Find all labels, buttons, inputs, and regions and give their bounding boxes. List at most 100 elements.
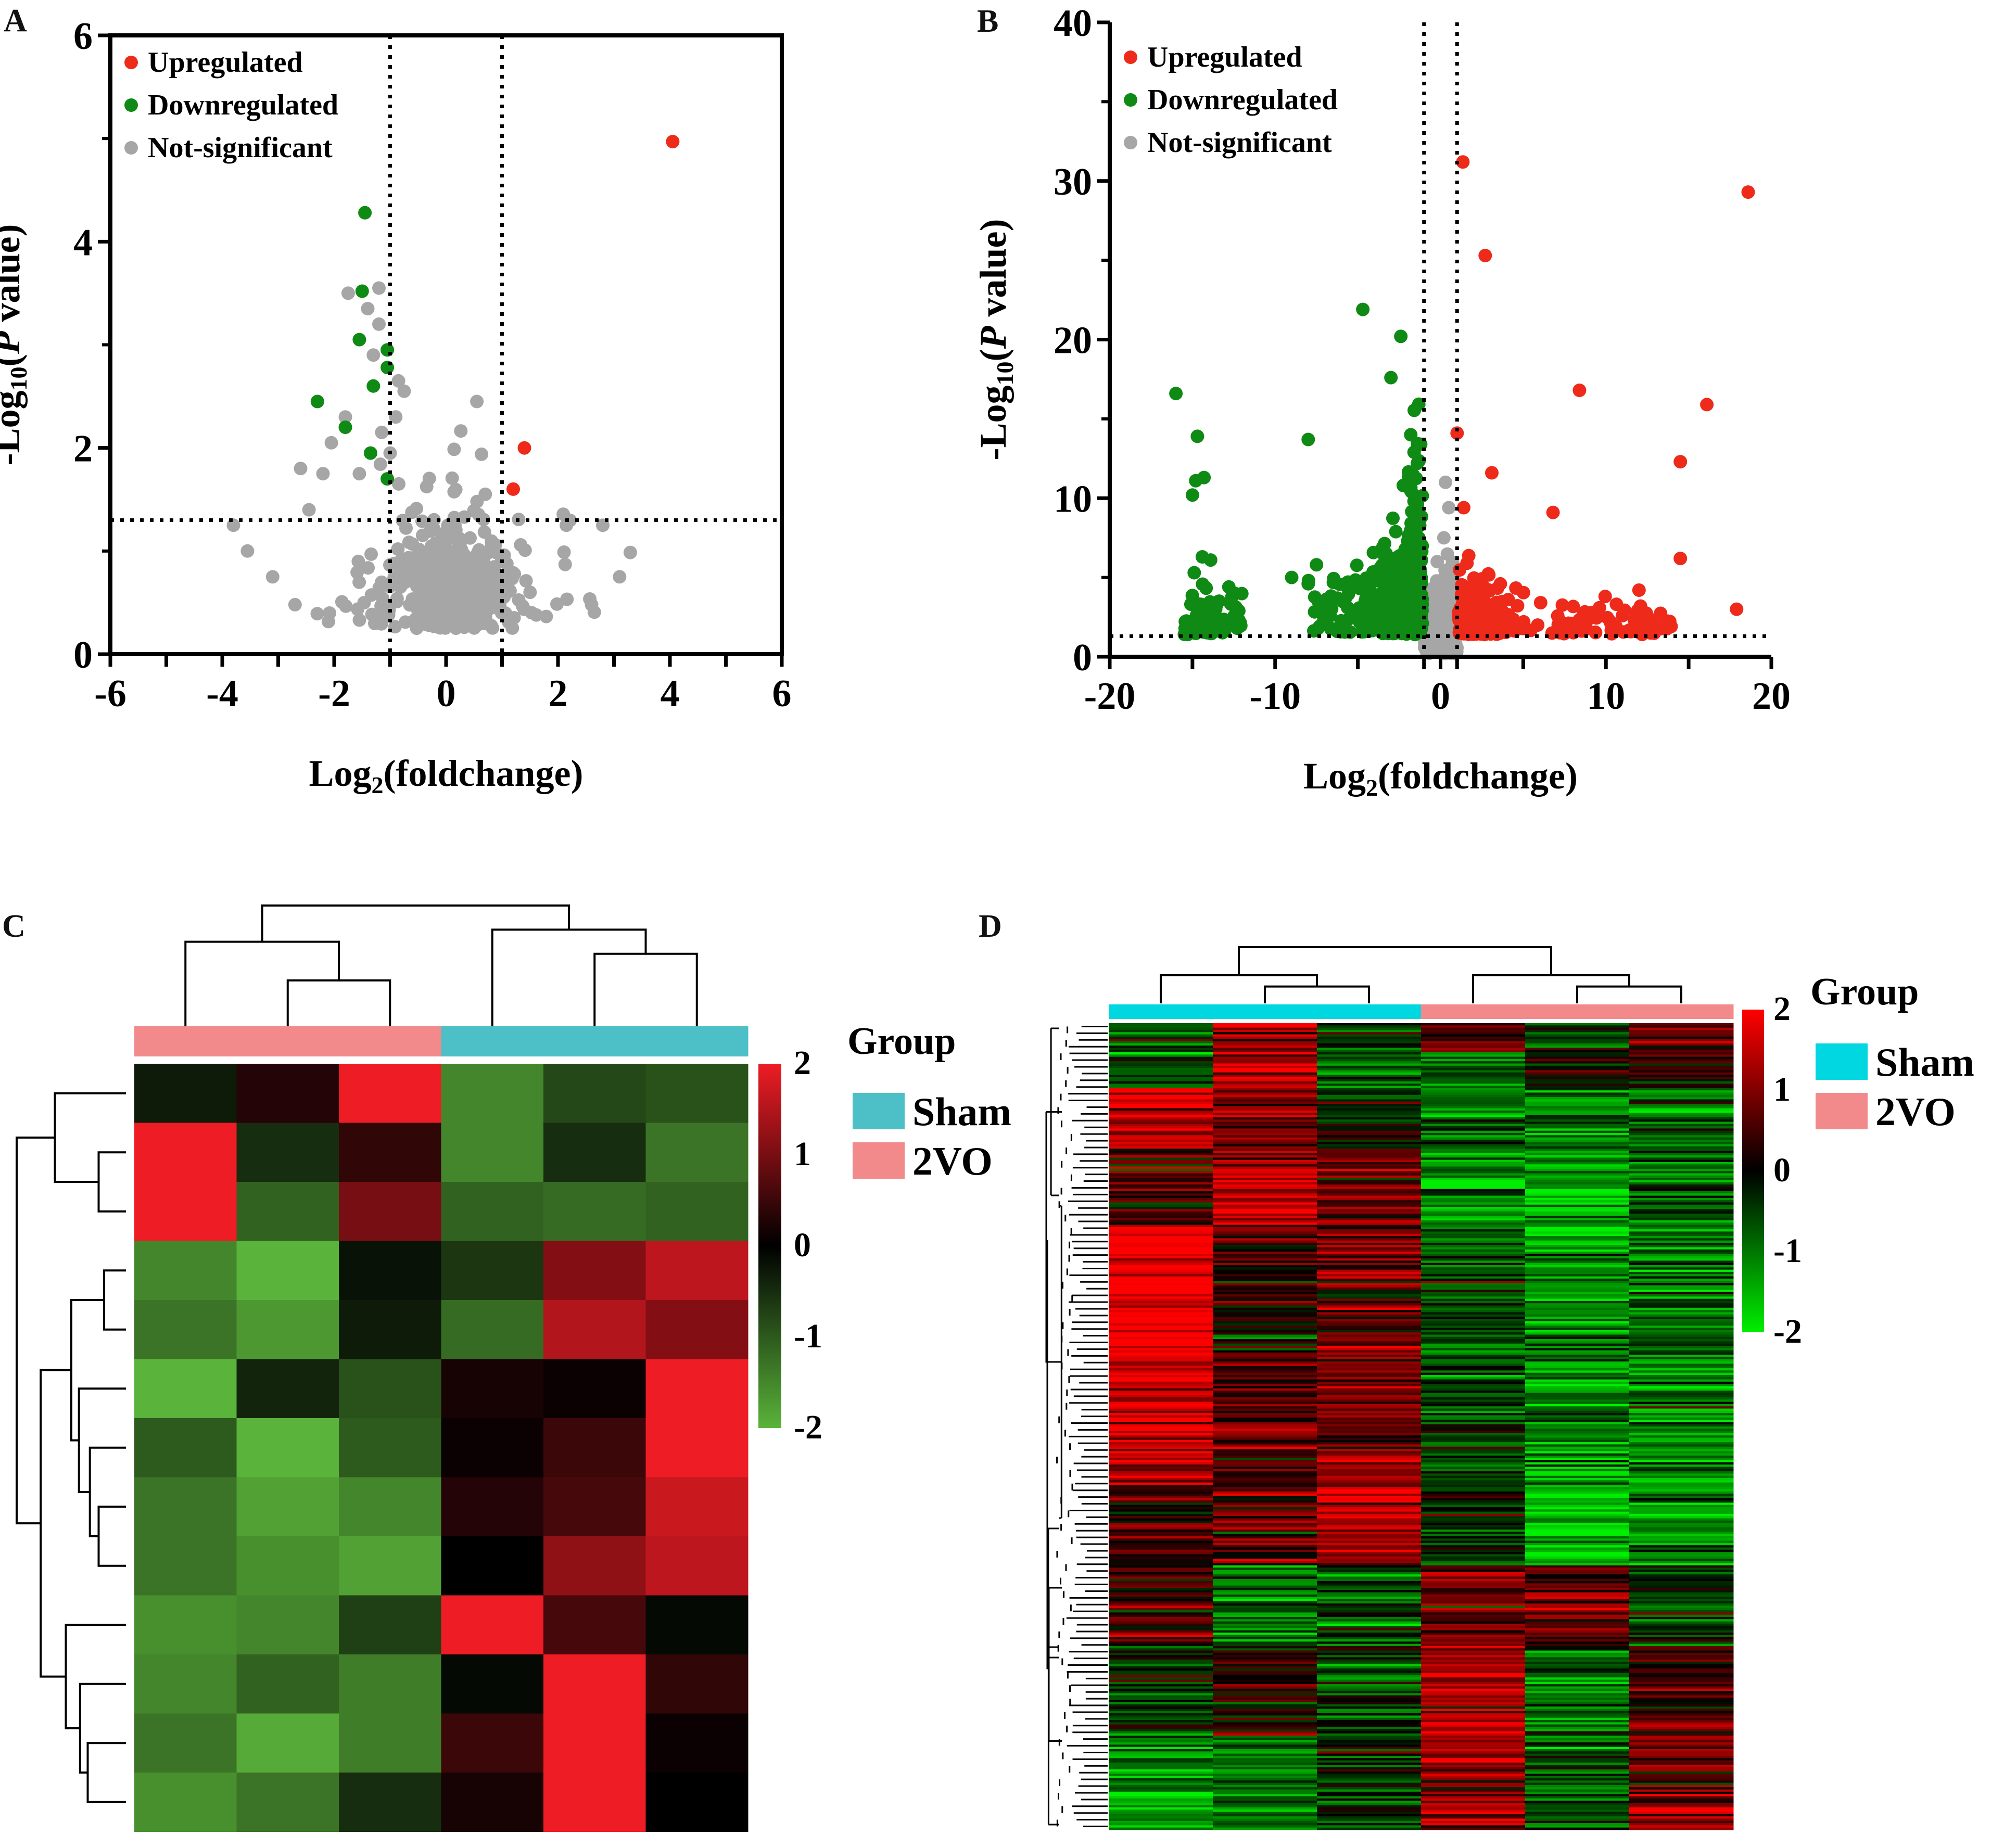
- heatmap-cell: [1213, 1182, 1317, 1185]
- heatmap-cell: [1109, 1431, 1213, 1434]
- heatmap-cell: [1109, 1171, 1213, 1174]
- heatmap-cell: [1421, 1785, 1526, 1788]
- heatmap-cell: [1421, 1334, 1526, 1337]
- heatmap-cell: [1317, 1776, 1422, 1779]
- heatmap-cell: [1525, 1032, 1630, 1035]
- heatmap-cell: [1629, 1207, 1734, 1209]
- heatmap-cell: [1109, 1751, 1213, 1754]
- heatmap-cell: [1421, 1722, 1526, 1725]
- heatmap-cell: [1629, 1695, 1734, 1698]
- heatmap-cell: [1421, 1263, 1526, 1266]
- heatmap-cell: [1317, 1363, 1422, 1367]
- heatmap-cell: [1317, 1056, 1422, 1060]
- heatmap-cell: [1213, 1633, 1317, 1636]
- heatmap-cell: [1213, 1023, 1317, 1026]
- heatmap-cell: [1525, 1110, 1630, 1113]
- heatmap-cell: [1317, 1312, 1422, 1315]
- heatmap-cell: [1525, 1290, 1630, 1293]
- heatmap-cell: [1317, 1601, 1422, 1604]
- heatmap-cell: [1421, 1321, 1526, 1324]
- heatmap-cell: [1317, 1818, 1422, 1821]
- heatmap-cell: [1421, 1697, 1526, 1700]
- heatmap-cell: [1317, 1543, 1422, 1546]
- heatmap-cell: [1629, 1769, 1734, 1772]
- colorbar-tick-label: 1: [1773, 1070, 1791, 1108]
- heatmap-cell: [1317, 1113, 1422, 1116]
- heatmap-cell: [1421, 1650, 1526, 1653]
- heatmap-cell: [1109, 1505, 1213, 1508]
- heatmap-cell: [1317, 1106, 1422, 1109]
- down-point: [1376, 540, 1390, 554]
- heatmap-cell: [1525, 1736, 1630, 1739]
- heatmap-cell: [1109, 1258, 1213, 1261]
- heatmap-cell: [1629, 1639, 1734, 1642]
- heatmap-cell: [1629, 1070, 1734, 1073]
- heatmap-cell: [1213, 1787, 1317, 1790]
- heatmap-cell: [1629, 1717, 1734, 1720]
- heatmap-cell: [1629, 1559, 1734, 1561]
- heatmap-cell: [1109, 1355, 1213, 1358]
- heatmap-cell: [1525, 1092, 1630, 1095]
- heatmap-cell: [1421, 1086, 1526, 1089]
- heatmap-cell: [1421, 1527, 1526, 1530]
- heatmap-cell: [1317, 1281, 1422, 1284]
- heatmap-cell: [1109, 1736, 1213, 1739]
- heatmap-cell: [1421, 1677, 1526, 1680]
- heatmap-cell: [1629, 1540, 1734, 1544]
- heatmap-cell: [1109, 1677, 1213, 1680]
- heatmap-cell: [1317, 1222, 1422, 1226]
- heatmap-cell: [1525, 1278, 1630, 1281]
- heatmap-cell: [1525, 1827, 1630, 1830]
- heatmap-cell: [1109, 1075, 1213, 1077]
- heatmap-cell: [1629, 1437, 1734, 1441]
- heatmap-cell: [1317, 1370, 1422, 1373]
- heatmap-cell: [1421, 1545, 1526, 1548]
- group-swatch: [1816, 1043, 1868, 1080]
- heatmap-cell: [1421, 1442, 1526, 1445]
- ns-point: [383, 580, 397, 594]
- colorbar: [758, 1064, 781, 1428]
- heatmap-cell: [1213, 1453, 1317, 1456]
- up-point: [1478, 249, 1492, 262]
- heatmap-cell: [1629, 1782, 1734, 1786]
- heatmap-cell: [1213, 1513, 1317, 1516]
- heatmap-cell: [1629, 1738, 1734, 1741]
- heatmap-cell: [1317, 1509, 1422, 1512]
- heatmap-cell: [1421, 1500, 1526, 1503]
- heatmap-cell: [1629, 1135, 1734, 1138]
- heatmap-cell: [1629, 1391, 1734, 1394]
- heatmap-cell: [1213, 1377, 1317, 1380]
- heatmap-cell: [1525, 1455, 1630, 1458]
- heatmap-cell: [1109, 1106, 1213, 1109]
- heatmap-cell: [1317, 1552, 1422, 1555]
- heatmap-cell: [236, 1182, 339, 1241]
- heatmap-cell: [1421, 1619, 1526, 1622]
- down-point: [1235, 587, 1249, 601]
- heatmap-cell: [1421, 1180, 1526, 1183]
- heatmap-cell: [236, 1536, 339, 1596]
- heatmap-cell: [1421, 1216, 1526, 1219]
- heatmap-cell: [1317, 1545, 1422, 1548]
- heatmap-cell: [1213, 1439, 1317, 1443]
- heatmap-cell: [1421, 1381, 1526, 1384]
- heatmap-cell: [1213, 1422, 1317, 1425]
- y-axis-label: -Log10(P value): [972, 219, 1018, 461]
- heatmap-cell: [1421, 1249, 1526, 1252]
- heatmap-cell: [1109, 1184, 1213, 1187]
- heatmap-cell: [1525, 1601, 1630, 1604]
- heatmap-cell: [1629, 1041, 1734, 1044]
- heatmap-cell: [1629, 1301, 1734, 1304]
- heatmap-cell: [1317, 1310, 1422, 1313]
- heatmap-cell: [1629, 1742, 1734, 1745]
- heatmap-cell: [1525, 1639, 1630, 1642]
- heatmap-cell: [236, 1654, 339, 1714]
- heatmap-cell: [1317, 1352, 1422, 1355]
- heatmap-cell: [1109, 1798, 1213, 1801]
- heatmap-cell: [1213, 1747, 1317, 1750]
- down-point: [1356, 302, 1370, 316]
- heatmap-cell: [1213, 1635, 1317, 1638]
- heatmap-cell: [1525, 1048, 1630, 1051]
- x-axis-label: Log2(foldchange): [1303, 755, 1578, 801]
- heatmap-cell: [1213, 1646, 1317, 1649]
- heatmap-cell: [1317, 1070, 1422, 1073]
